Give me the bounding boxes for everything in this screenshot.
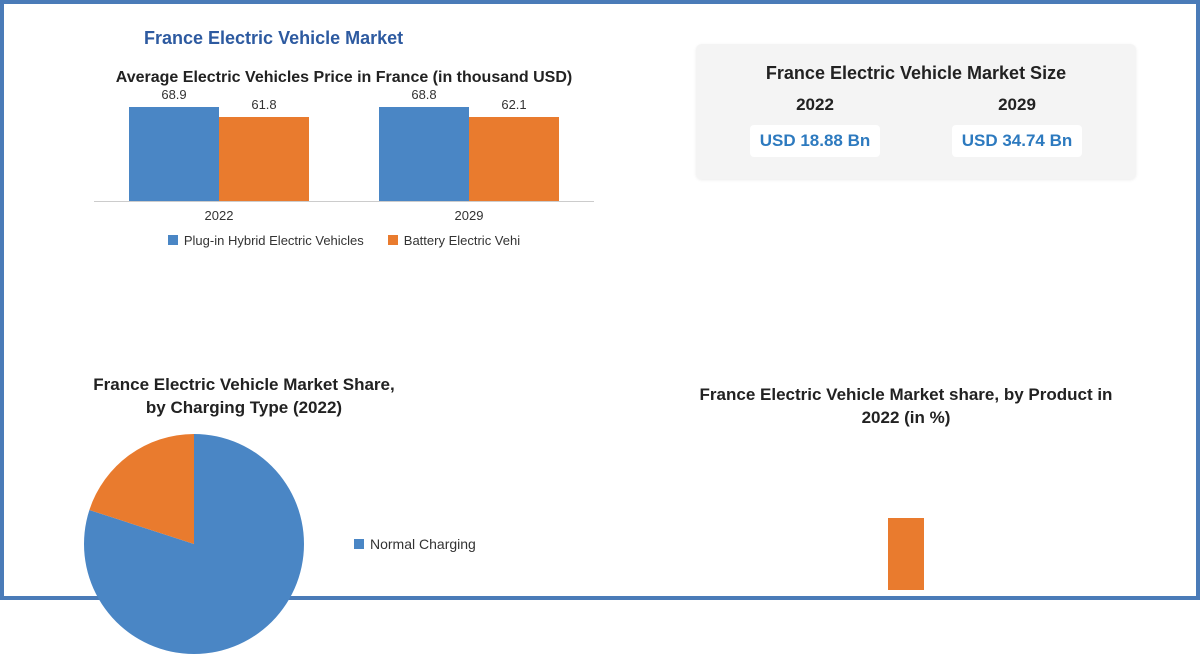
bar-group: 68.862.1 [379, 107, 559, 200]
market-size-value: USD 18.88 Bn [750, 125, 881, 157]
bar-group: 68.961.8 [129, 107, 309, 201]
product-chart-plot-area [686, 460, 1126, 590]
market-size-value: USD 34.74 Bn [952, 125, 1083, 157]
charging-type-pie-chart: France Electric Vehicle Market Share, by… [84, 374, 624, 654]
bar: 61.8 [219, 117, 309, 201]
market-size-year: 2022 [796, 95, 834, 115]
bar-chart-title: Average Electric Vehicles Price in Franc… [94, 68, 594, 89]
market-size-title: France Electric Vehicle Market Size [714, 62, 1118, 85]
product-chart-title: France Electric Vehicle Market share, by… [686, 384, 1126, 430]
pie-chart-title: France Electric Vehicle Market Share, by… [84, 374, 404, 420]
legend-swatch [354, 539, 364, 549]
legend-label: Normal Charging [370, 536, 476, 552]
avg-price-bar-chart: Average Electric Vehicles Price in Franc… [94, 68, 594, 248]
market-size-values: USD 18.88 Bn USD 34.74 Bn [714, 125, 1118, 157]
legend-label: Battery Electric Vehi [404, 233, 520, 248]
market-size-panel: France Electric Vehicle Market Size 2022… [696, 44, 1136, 179]
bar-value-label: 68.9 [129, 87, 219, 102]
bar-chart-x-labels: 2022 2029 [94, 208, 594, 223]
legend-label: Plug-in Hybrid Electric Vehicles [184, 233, 364, 248]
bar-x-label: 2022 [129, 208, 309, 223]
pie-chart-legend: Normal Charging [354, 536, 476, 552]
market-size-year: 2029 [998, 95, 1036, 115]
bar-chart-plot-area: 68.961.8 68.862.1 [94, 107, 594, 202]
bar-value-label: 61.8 [219, 97, 309, 112]
legend-swatch [168, 235, 178, 245]
bar-chart-legend: Plug-in Hybrid Electric Vehicles Battery … [94, 233, 594, 248]
legend-swatch [388, 235, 398, 245]
bar: 62.1 [469, 117, 559, 201]
bar: 68.9 [129, 107, 219, 201]
legend-item: Plug-in Hybrid Electric Vehicles [168, 233, 364, 248]
bar-value-label: 62.1 [469, 97, 559, 112]
bar-value-label: 68.8 [379, 87, 469, 102]
legend-item: Battery Electric Vehi [388, 233, 520, 248]
legend-item: Normal Charging [354, 536, 476, 552]
bar: 68.8 [379, 107, 469, 200]
market-size-years: 2022 2029 [714, 95, 1118, 115]
bar [888, 518, 924, 590]
product-share-chart: France Electric Vehicle Market share, by… [686, 384, 1126, 590]
page-title: France Electric Vehicle Market [144, 28, 403, 49]
pie-chart-svg [84, 434, 304, 654]
bar-x-label: 2029 [379, 208, 559, 223]
